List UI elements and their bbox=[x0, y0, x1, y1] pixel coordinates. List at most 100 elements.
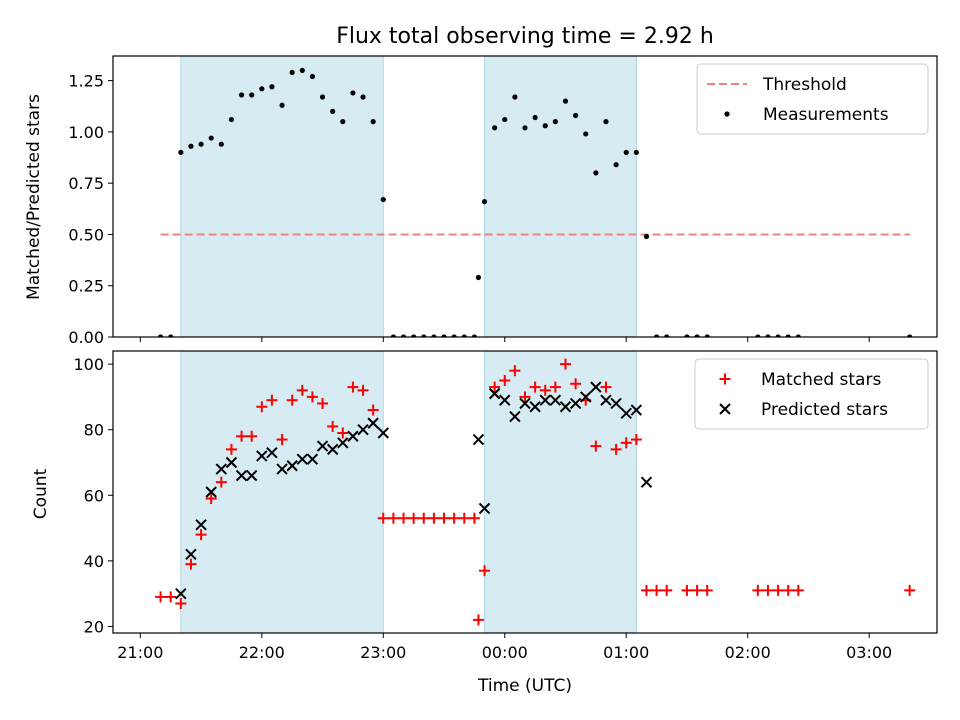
top-series-0-point-5 bbox=[208, 135, 214, 141]
top-axes-frame bbox=[112, 55, 938, 338]
top-series-0-point-37 bbox=[522, 125, 528, 131]
bottom-legend-swatch-0 bbox=[719, 373, 731, 385]
xtick-label-0: 21:00 bbox=[117, 643, 163, 662]
xtick-label-5: 02:00 bbox=[725, 643, 771, 662]
bottom-series-0-point-28 bbox=[438, 512, 450, 524]
bottom-legend-label-1: Predicted stars bbox=[761, 400, 888, 420]
bottom-series-0-point-17 bbox=[327, 420, 339, 432]
bottom-series-1-point-32-b bbox=[580, 391, 592, 403]
bottom-series-1-point-10-b bbox=[276, 463, 288, 475]
bottom-series-0-point-25 bbox=[408, 512, 420, 524]
bottom-series-0-point-7 bbox=[225, 443, 237, 455]
top-series-0-point-50 bbox=[653, 334, 660, 337]
bottom-series-1-point-14-b bbox=[316, 440, 329, 452]
bottom-ytick-label-2: 60 bbox=[84, 486, 104, 505]
top-series-0-point-23 bbox=[390, 334, 397, 337]
top-series-0-point-51 bbox=[664, 334, 670, 337]
bottom-series-1-point-38 bbox=[640, 476, 653, 488]
bottom-series-1-point-27 bbox=[529, 401, 541, 413]
top-series-0-point-60 bbox=[907, 334, 913, 337]
bottom-ytick-label-1: 40 bbox=[84, 552, 104, 571]
bottom-series-1-point-4 bbox=[215, 463, 228, 475]
top-series-0-point-10 bbox=[259, 86, 265, 92]
bottom-series-1-point-30-b bbox=[559, 401, 572, 413]
bottom-series-0 bbox=[155, 358, 916, 626]
top-legend: Threshold Measurements bbox=[696, 63, 929, 135]
bottom-series-0-point-50 bbox=[651, 584, 663, 596]
bottom-series-0-point-54 bbox=[701, 584, 713, 596]
bottom-series-0-point-20 bbox=[357, 384, 369, 396]
bottom-panel: 20 40 60 80 100 21:00 22:00 23:00 00:00 01:00 02:0… bbox=[73, 350, 938, 662]
bottom-series-1-point-0-b bbox=[175, 587, 187, 600]
bottom-series-1-point-31-b bbox=[569, 397, 582, 410]
bottom-series-0-point-2 bbox=[175, 597, 187, 609]
x-axis-label: Time (UTC) bbox=[477, 676, 572, 696]
bottom-series-0-point-6 bbox=[215, 476, 227, 488]
bottom-series-1-point-7-b bbox=[245, 469, 258, 482]
bottom-series-0-point-19 bbox=[347, 381, 359, 393]
bottom-series-1-point-29-b bbox=[549, 394, 562, 406]
bottom-series-0-point-48 bbox=[630, 434, 642, 446]
top-series-0-point-27 bbox=[431, 334, 437, 337]
top-series-0-point-19 bbox=[350, 90, 356, 96]
top-series-0-point-20 bbox=[360, 94, 366, 100]
bottom-series-1-point-33 bbox=[590, 381, 602, 393]
bottom-series-0-point-14 bbox=[296, 384, 308, 396]
bottom-series-0-point-40 bbox=[549, 381, 561, 393]
top-ytick-label-1: 0.25 bbox=[68, 277, 104, 296]
bottom-series-1-point-14 bbox=[316, 440, 329, 452]
bottom-ytick-label-3: 80 bbox=[84, 421, 104, 440]
bottom-series-1-point-28-b bbox=[539, 394, 551, 406]
bottom-series-0-point-38 bbox=[529, 381, 541, 393]
bottom-series-1-point-34 bbox=[600, 394, 612, 406]
bottom-series-0-point-49 bbox=[640, 584, 652, 596]
top-series-0-point-26 bbox=[421, 334, 427, 337]
bottom-series-0-point-16 bbox=[317, 397, 329, 409]
bottom-series-1-point-32 bbox=[580, 391, 592, 403]
bottom-series-0-point-35 bbox=[499, 375, 511, 387]
top-series-0-point-55 bbox=[755, 334, 761, 337]
bottom-series-1-point-24-b bbox=[499, 394, 511, 406]
bottom-series-0-point-9 bbox=[246, 430, 258, 442]
bottom-series-1-point-23-b bbox=[488, 387, 501, 400]
top-series-0-point-47 bbox=[623, 149, 629, 156]
top-panel: 0.00 0.25 0.50 0.75 1.00 1.25 Threshold Measure… bbox=[68, 55, 938, 347]
top-series-0-point-57 bbox=[775, 334, 781, 337]
top-ytick-label-4: 1.00 bbox=[68, 123, 104, 142]
bottom-series-0-point-58 bbox=[782, 584, 794, 596]
top-series-0-point-18 bbox=[340, 119, 346, 125]
top-series-0-point-11 bbox=[269, 84, 275, 90]
bottom-series-1-point-6-b bbox=[235, 469, 248, 482]
bottom-series-1-point-36-b bbox=[620, 407, 632, 420]
top-series-0-point-16 bbox=[319, 94, 326, 100]
xtick-label-3: 00:00 bbox=[482, 643, 528, 662]
bottom-series-1-point-19-b bbox=[367, 417, 379, 429]
bottom-series-0-point-15 bbox=[306, 391, 318, 403]
top-series-0-point-22 bbox=[380, 196, 386, 203]
top-y-axis-label: Matched/Predicted stars bbox=[24, 94, 44, 300]
top-series-0-point-52 bbox=[684, 334, 690, 337]
bottom-series-1-point-34-b bbox=[600, 394, 612, 406]
top-series-0-point-8 bbox=[238, 92, 245, 98]
top-series-0-point-30 bbox=[461, 334, 467, 337]
top-series-0-point-53 bbox=[694, 334, 700, 337]
top-series-0-point-46 bbox=[613, 162, 619, 168]
xtick-label-4: 01:00 bbox=[603, 643, 649, 662]
bottom-series-1-point-22-b bbox=[478, 502, 491, 515]
top-series-0-point-7 bbox=[228, 116, 235, 123]
bottom-series-1-point-23 bbox=[488, 387, 501, 400]
bottom-series-1-point-15 bbox=[326, 443, 339, 456]
bottom-series-1-point-18 bbox=[357, 423, 369, 436]
bottom-series-0-point-33 bbox=[479, 565, 491, 577]
top-series-0-point-58 bbox=[785, 334, 791, 337]
bottom-series-0-point-53 bbox=[691, 584, 703, 596]
top-series-0-point-24 bbox=[400, 334, 407, 337]
bottom-series-1-point-18-b bbox=[357, 423, 369, 436]
top-series-0-point-28 bbox=[441, 334, 447, 337]
bottom-series-1-point-3-b bbox=[205, 486, 217, 498]
top-series-0-point-44 bbox=[593, 170, 599, 176]
bottom-series-0-point-52 bbox=[681, 584, 693, 596]
top-series-0-point-45 bbox=[603, 119, 609, 125]
top-series-0-point-59 bbox=[795, 334, 801, 337]
bottom-series-1-point-11-b bbox=[286, 460, 298, 472]
